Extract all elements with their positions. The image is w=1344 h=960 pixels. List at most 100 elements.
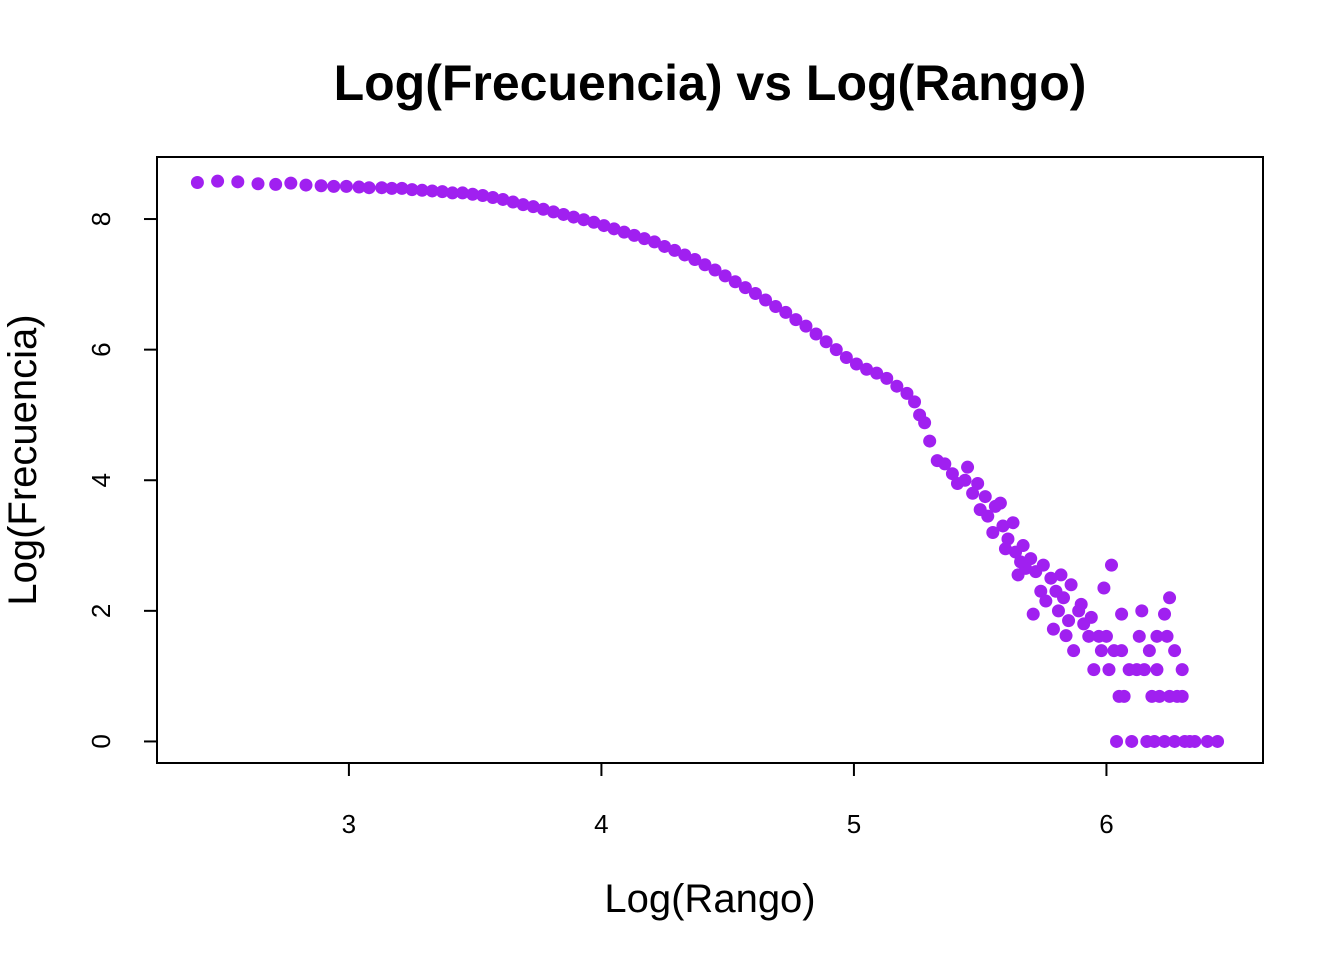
data-point xyxy=(1112,689,1126,703)
data-point xyxy=(945,467,959,481)
data-point xyxy=(627,228,641,242)
data-point xyxy=(1074,597,1088,611)
data-point xyxy=(1163,591,1177,605)
data-point xyxy=(269,177,283,191)
data-point xyxy=(1150,629,1164,643)
data-point xyxy=(1115,607,1129,621)
data-point xyxy=(1064,578,1078,592)
x-tick-label: 4 xyxy=(594,809,608,839)
data-point xyxy=(678,248,692,262)
data-point xyxy=(536,202,550,216)
chart-title: Log(Frecuencia) vs Log(Rango) xyxy=(334,55,1087,111)
data-point xyxy=(516,198,530,212)
data-point xyxy=(637,232,651,246)
data-point xyxy=(415,183,429,197)
data-point xyxy=(362,181,376,195)
data-point xyxy=(1099,629,1113,643)
data-point xyxy=(476,189,490,203)
data-point xyxy=(1175,663,1189,677)
data-point xyxy=(668,243,682,257)
data-point xyxy=(352,180,366,194)
data-point xyxy=(1132,629,1146,643)
data-point xyxy=(486,190,500,204)
data-point xyxy=(1183,734,1197,748)
data-point xyxy=(251,177,265,191)
data-point xyxy=(1016,539,1030,553)
y-axis-label: Log(Frecuencia) xyxy=(1,314,45,605)
data-point xyxy=(993,496,1007,510)
data-point xyxy=(1051,604,1065,618)
y-tick-label: 4 xyxy=(86,473,116,487)
data-point xyxy=(375,181,389,195)
data-point xyxy=(314,179,328,193)
data-point xyxy=(1036,558,1050,572)
data-point xyxy=(1168,734,1182,748)
data-point xyxy=(738,281,752,295)
data-point xyxy=(1062,614,1076,628)
data-point xyxy=(1147,734,1161,748)
x-tick-label: 5 xyxy=(847,809,861,839)
data-point xyxy=(1006,516,1020,530)
data-point xyxy=(466,187,480,201)
data-point xyxy=(998,542,1012,556)
data-point xyxy=(870,366,884,380)
data-point xyxy=(789,313,803,327)
data-point xyxy=(425,184,439,198)
data-point xyxy=(395,181,409,195)
data-point xyxy=(961,460,975,474)
data-point xyxy=(456,186,470,200)
data-point xyxy=(385,181,399,195)
data-point xyxy=(577,213,591,227)
data-point xyxy=(1001,532,1015,546)
data-point xyxy=(327,179,341,193)
y-axis: 0 2 4 6 8 xyxy=(86,212,157,749)
data-point xyxy=(1057,591,1071,605)
data-point xyxy=(923,434,937,448)
data-point xyxy=(1046,622,1060,636)
data-point xyxy=(860,362,874,376)
data-point xyxy=(1125,734,1139,748)
data-point xyxy=(1059,629,1073,643)
data-point xyxy=(986,525,1000,539)
data-point xyxy=(607,222,621,236)
x-tick-label: 3 xyxy=(342,809,356,839)
data-point xyxy=(718,269,732,283)
data-point xyxy=(1150,663,1164,677)
x-tick-label: 6 xyxy=(1099,809,1113,839)
data-point xyxy=(938,457,952,471)
data-point xyxy=(1082,629,1096,643)
data-point xyxy=(1054,568,1068,582)
data-point xyxy=(1044,571,1058,585)
data-point xyxy=(996,519,1010,533)
data-point xyxy=(1024,552,1038,566)
data-point xyxy=(1026,607,1040,621)
data-point xyxy=(966,486,980,500)
data-point xyxy=(557,207,571,221)
data-point xyxy=(1135,604,1149,618)
data-point xyxy=(759,293,773,307)
data-point xyxy=(617,225,631,239)
data-point xyxy=(1137,663,1151,677)
data-point xyxy=(1158,607,1172,621)
data-point xyxy=(1104,558,1118,572)
data-point xyxy=(190,175,204,189)
data-point xyxy=(1102,663,1116,677)
data-point xyxy=(688,253,702,267)
data-point xyxy=(1034,584,1048,598)
data-point xyxy=(890,379,904,393)
data-point xyxy=(1211,734,1225,748)
data-point xyxy=(597,219,611,233)
data-point xyxy=(1168,644,1182,658)
x-axis: 3 4 5 6 xyxy=(342,763,1114,839)
data-point xyxy=(908,395,922,409)
data-point xyxy=(978,490,992,504)
data-point xyxy=(1084,610,1098,624)
data-point xyxy=(1158,734,1172,748)
plot-frame xyxy=(156,156,1264,764)
data-point xyxy=(748,286,762,300)
data-point xyxy=(1160,629,1174,643)
data-point xyxy=(849,357,863,371)
data-point xyxy=(299,178,313,192)
data-point xyxy=(1200,734,1214,748)
